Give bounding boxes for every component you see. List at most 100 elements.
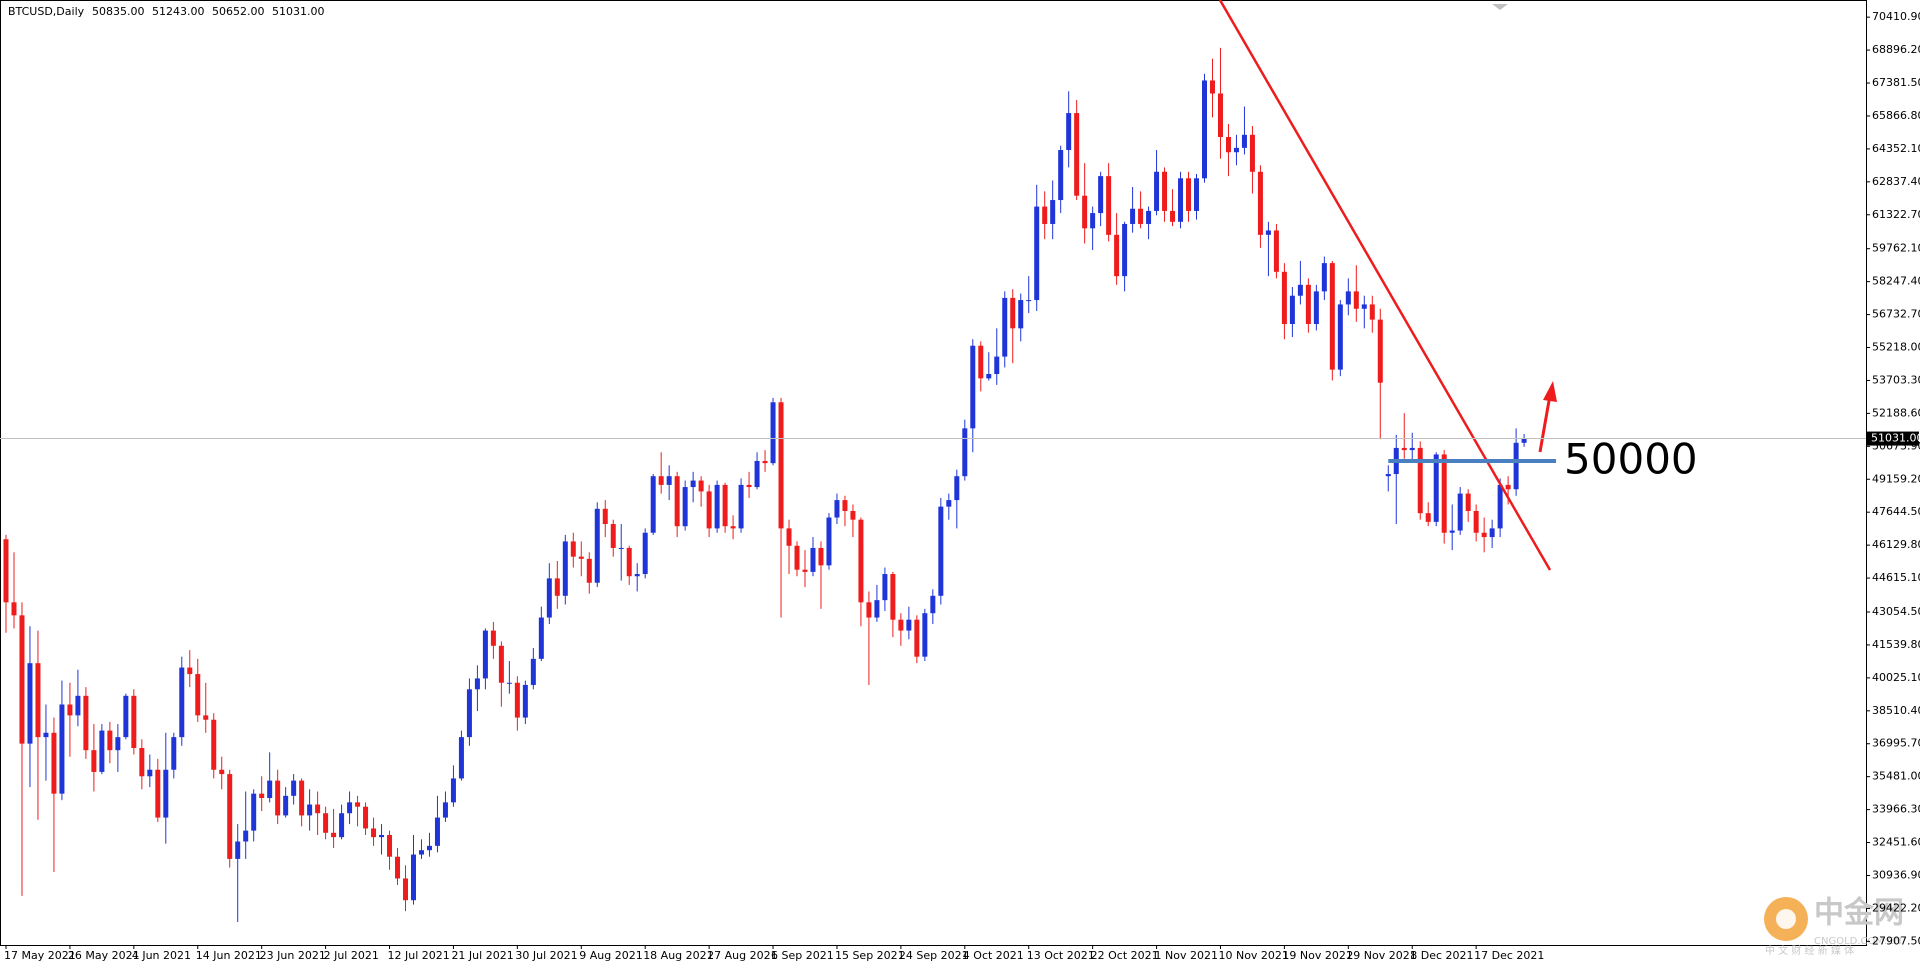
- candle-body: [1297, 284, 1303, 296]
- candle-body: [1186, 178, 1192, 211]
- candle-body: [882, 574, 888, 601]
- candle-body: [1074, 113, 1080, 196]
- candle-body: [1209, 80, 1215, 94]
- candle-body: [187, 667, 193, 675]
- candle-body: [1401, 447, 1407, 451]
- candle-body: [754, 460, 760, 488]
- candle-body: [810, 547, 816, 572]
- candle-body: [1313, 291, 1319, 324]
- y-tick-label: 30936.90: [1872, 868, 1920, 881]
- y-tick-label: 33966.30: [1872, 803, 1920, 816]
- candle-body: [866, 602, 872, 618]
- candle-body: [706, 491, 712, 529]
- candle-body: [267, 780, 273, 799]
- quote-open: 50835.00: [92, 5, 145, 18]
- candle-body: [1345, 291, 1351, 305]
- candle-body: [506, 682, 512, 684]
- y-tick-label: 41539.80: [1872, 638, 1920, 651]
- watermark-name: 中金网: [1814, 896, 1904, 931]
- candle-body: [67, 704, 73, 716]
- candle-body: [387, 834, 393, 857]
- y-tick-label: 67381.50: [1872, 76, 1920, 89]
- candle-body: [1473, 510, 1479, 533]
- candle-body: [874, 600, 880, 618]
- x-tick-label: 14 Jun 2021: [196, 949, 262, 962]
- candle-body: [994, 356, 1000, 374]
- candle-body: [115, 737, 121, 751]
- x-tick-label: 22 Oct 2021: [1091, 949, 1159, 962]
- candle-body: [339, 813, 345, 838]
- quote-high: 51243.00: [152, 5, 205, 18]
- candle-body: [578, 556, 584, 559]
- candle-body: [554, 578, 560, 596]
- candle-body: [1441, 454, 1447, 533]
- candle-body: [722, 484, 728, 527]
- x-tick-label: 2 Jul 2021: [324, 949, 379, 962]
- candle-body: [43, 732, 49, 738]
- candle-body: [1050, 200, 1056, 224]
- candle-body: [35, 663, 41, 738]
- candle-body: [171, 737, 177, 770]
- quote-close: 51031.00: [272, 5, 325, 18]
- price-tag: [1867, 431, 1919, 446]
- x-tick-label: 30 Jul 2021: [515, 949, 577, 962]
- candle-body: [379, 834, 385, 838]
- candle-body: [546, 578, 552, 618]
- candle-body: [147, 769, 153, 777]
- candle-body: [442, 802, 448, 818]
- candle-body: [962, 428, 968, 477]
- candle-body: [450, 778, 456, 803]
- x-tick-label: 18 Aug 2021: [643, 949, 713, 962]
- candle-body: [3, 539, 9, 603]
- candle-body: [1217, 93, 1223, 137]
- candle-body: [498, 645, 504, 683]
- candle-body: [1066, 113, 1072, 151]
- candle-body: [1106, 176, 1112, 235]
- candle-body: [251, 793, 257, 831]
- candle-body: [666, 476, 672, 485]
- candle-body: [1489, 528, 1495, 538]
- candle-body: [826, 517, 832, 566]
- candle-body: [1042, 206, 1048, 224]
- candle-body: [514, 682, 520, 718]
- candle-body: [482, 630, 488, 679]
- watermark-logo-inner: [1776, 909, 1796, 929]
- candle-body: [275, 780, 281, 816]
- x-tick-label: 19 Nov 2021: [1282, 949, 1352, 962]
- candle-body: [123, 695, 129, 738]
- x-tick-label: 23 Jun 2021: [260, 949, 326, 962]
- candle-body: [347, 802, 353, 814]
- quote-low: 50652.00: [212, 5, 265, 18]
- candle-body: [690, 480, 696, 488]
- candle-body: [1265, 230, 1271, 235]
- candle-body: [850, 510, 856, 520]
- candle-body: [530, 658, 536, 685]
- candle-body: [594, 508, 600, 583]
- candle-body: [283, 795, 289, 816]
- candle-body: [11, 602, 17, 616]
- x-tick-label: 4 Oct 2021: [963, 949, 1024, 962]
- candle-body: [762, 460, 768, 464]
- candle-body: [1257, 171, 1263, 235]
- y-tick-label: 27907.50: [1872, 934, 1920, 947]
- candle-body: [738, 484, 744, 529]
- scroll-marker: [1492, 4, 1508, 10]
- y-tick-label: 43054.50: [1872, 605, 1920, 618]
- candle-body: [291, 780, 297, 796]
- candle-body: [946, 500, 952, 507]
- candle-body: [418, 850, 424, 855]
- candle-body: [954, 476, 960, 501]
- candle-body: [91, 750, 97, 772]
- watermark: 中金网 CNGOLD.COM.CN 中 文 财 经 新 媒 体: [1764, 896, 1904, 957]
- candle-body: [59, 704, 65, 794]
- candle-body: [1281, 271, 1287, 324]
- candle-body: [1289, 295, 1295, 324]
- y-tick-label: 32451.60: [1872, 836, 1920, 849]
- y-tick-label: 36995.70: [1872, 737, 1920, 750]
- y-tick-label: 46129.80: [1872, 538, 1920, 551]
- candle-body: [1178, 178, 1184, 222]
- candle-body: [626, 547, 632, 577]
- y-tick-label: 53703.30: [1872, 373, 1920, 386]
- y-tick-label: 40025.10: [1872, 671, 1920, 684]
- candle-body: [107, 730, 113, 751]
